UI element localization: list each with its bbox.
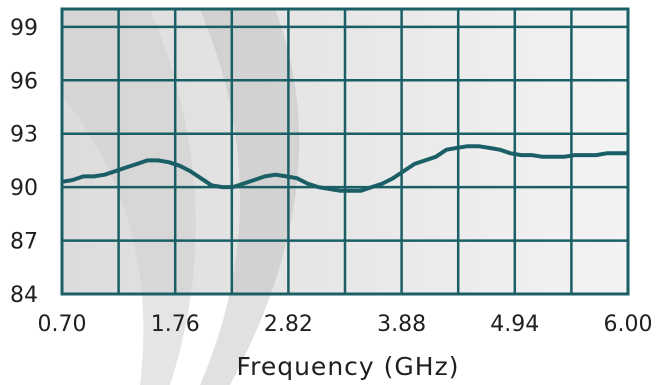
- plot-frame: [60, 7, 630, 296]
- y-tick-label: 87: [10, 230, 38, 255]
- y-tick-label: 90: [10, 176, 38, 201]
- background-swoosh-right: [200, 9, 300, 385]
- grid-layer: [62, 9, 628, 294]
- x-axis-title: Frequency (GHz): [237, 352, 460, 381]
- y-tick-label: 96: [10, 69, 38, 94]
- x-tick-label: 0.70: [38, 312, 87, 337]
- x-tick-label: 3.88: [377, 312, 426, 337]
- x-tick-label: 2.82: [264, 312, 313, 337]
- tick-layer: 84 87 90 93 96 99 0.70 1.76 2.82 3.88 4.94 6.00: [10, 16, 652, 337]
- y-tick-label: 93: [10, 123, 38, 148]
- line-layer: [61, 144, 628, 193]
- y-tick-label: 84: [10, 283, 38, 308]
- x-tick-label: 6.00: [604, 312, 653, 337]
- series-line: [61, 144, 628, 193]
- background-swoosh-left: [62, 9, 196, 385]
- x-tick-label: 4.94: [490, 312, 539, 337]
- y-tick-label: 99: [10, 16, 38, 41]
- x-tick-label: 1.76: [151, 312, 200, 337]
